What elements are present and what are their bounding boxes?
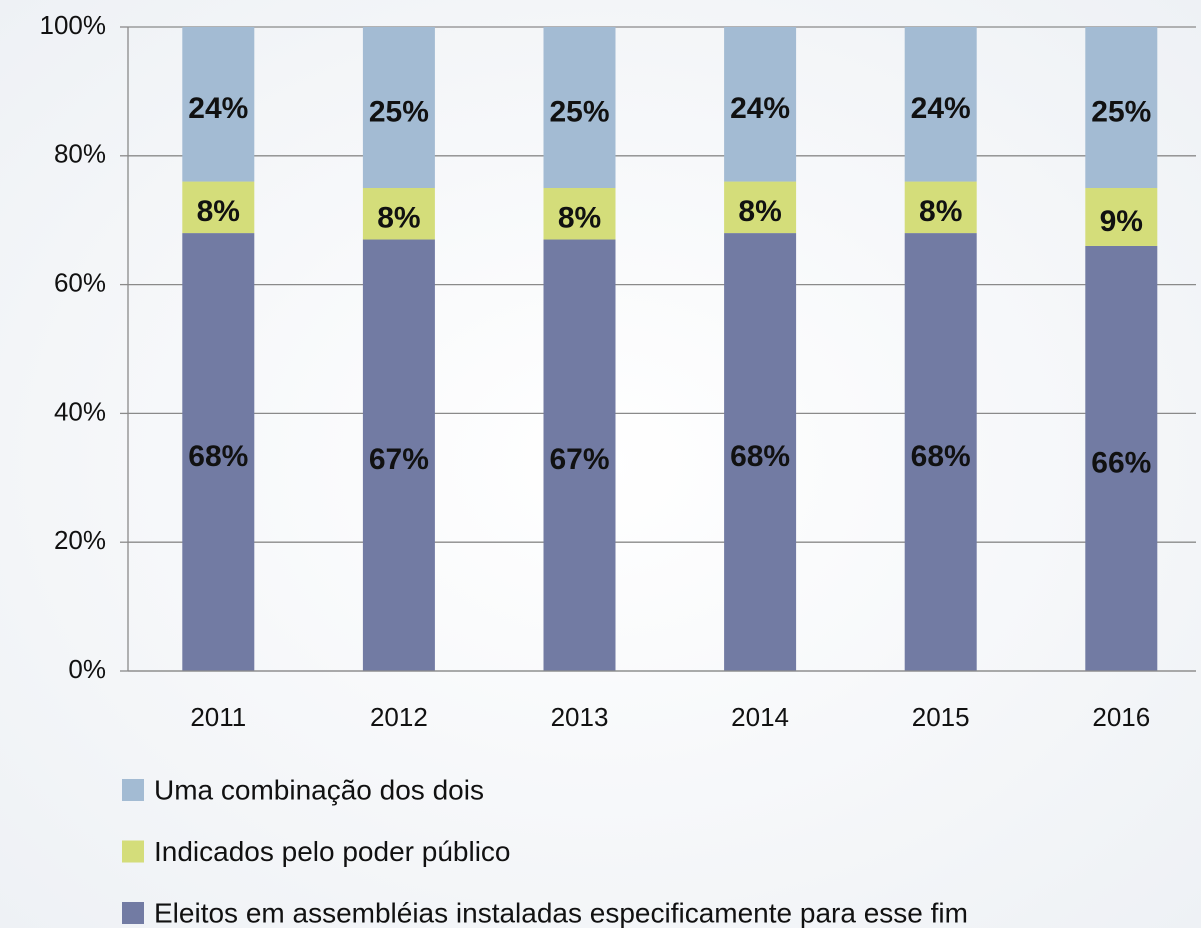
x-tick-label: 2014: [731, 702, 789, 732]
y-tick-label: 20%: [54, 525, 106, 555]
data-label: 67%: [549, 443, 609, 476]
data-label: 66%: [1091, 446, 1151, 479]
x-tick-label: 2011: [190, 702, 246, 732]
bar-segment: [362, 188, 435, 240]
y-tick-label: 40%: [54, 396, 106, 426]
y-tick-label: 0%: [68, 654, 106, 684]
data-label: 8%: [738, 195, 781, 228]
legend-swatch: [122, 840, 144, 863]
data-label: 24%: [188, 92, 248, 125]
x-tick-label: 2015: [912, 702, 970, 732]
data-label: 68%: [911, 440, 971, 473]
bar-segment: [182, 27, 255, 182]
bar-segment: [904, 181, 977, 234]
legend-label: Indicados pelo poder público: [154, 836, 510, 867]
legend-swatch: [122, 902, 144, 924]
data-label: 24%: [730, 92, 790, 125]
bar-segment: [724, 233, 797, 671]
bar-segment: [724, 181, 797, 234]
x-tick-label: 2013: [551, 702, 609, 732]
bar-segment: [543, 27, 616, 188]
data-label: 67%: [369, 443, 429, 476]
y-tick-label: 80%: [54, 139, 106, 169]
bar-segment: [1085, 245, 1158, 671]
data-label: 8%: [377, 202, 420, 235]
bar-segment: [362, 27, 435, 188]
bar-segment: [1085, 188, 1158, 246]
bar-segment: [543, 188, 616, 240]
bar-segment: [724, 27, 797, 182]
bar-segment: [1085, 27, 1158, 188]
x-tick-label: 2012: [370, 702, 428, 732]
data-label: 68%: [730, 440, 790, 473]
data-label: 25%: [549, 95, 609, 128]
bar-segment: [543, 239, 616, 671]
bar-segment: [182, 233, 255, 671]
data-label: 9%: [1100, 205, 1143, 238]
legend-swatch: [122, 779, 144, 801]
y-tick-label: 60%: [54, 267, 106, 297]
y-tick-label: 100%: [40, 10, 107, 40]
data-label: 25%: [1091, 95, 1151, 128]
data-label: 8%: [558, 202, 601, 235]
bar-segment: [182, 181, 255, 234]
bar-segment: [362, 239, 435, 671]
bar-segment: [904, 233, 977, 671]
data-label: 8%: [919, 195, 962, 228]
legend-label: Eleitos em assembléias instaladas especi…: [154, 897, 968, 928]
data-label: 24%: [911, 92, 971, 125]
data-label: 68%: [188, 440, 248, 473]
bar-segment: [904, 27, 977, 182]
data-label: 25%: [369, 95, 429, 128]
data-label: 8%: [197, 195, 240, 228]
legend-label: Uma combinação dos dois: [154, 774, 484, 805]
x-tick-label: 2016: [1092, 702, 1150, 732]
